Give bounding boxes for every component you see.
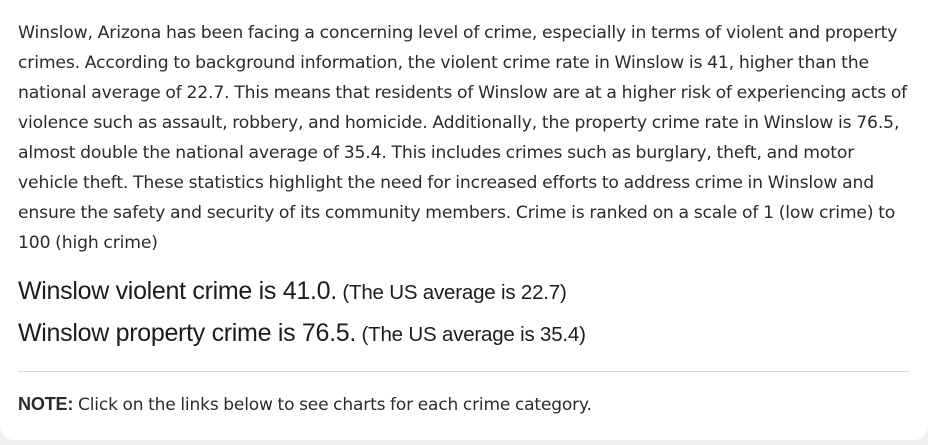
note: NOTE: Click on the links below to see ch… — [18, 394, 910, 415]
violent-crime-value: Winslow violent crime is 41.0. — [18, 277, 337, 305]
note-label: NOTE: — [18, 394, 74, 414]
property-crime-stat: Winslow property crime is 76.5. (The US … — [18, 314, 910, 356]
property-crime-us-average: (The US average is 35.4) — [356, 323, 586, 346]
crime-stats: Winslow violent crime is 41.0. (The US a… — [18, 272, 910, 356]
property-crime-value: Winslow property crime is 76.5. — [18, 319, 357, 347]
divider — [18, 371, 909, 372]
intro-paragraph: Winslow, Arizona has been facing a conce… — [18, 23, 908, 253]
violent-crime-stat: Winslow violent crime is 41.0. (The US a… — [18, 272, 910, 314]
violent-crime-us-average: (The US average is 22.7) — [336, 281, 567, 304]
note-text: Click on the links below to see charts f… — [73, 395, 592, 415]
